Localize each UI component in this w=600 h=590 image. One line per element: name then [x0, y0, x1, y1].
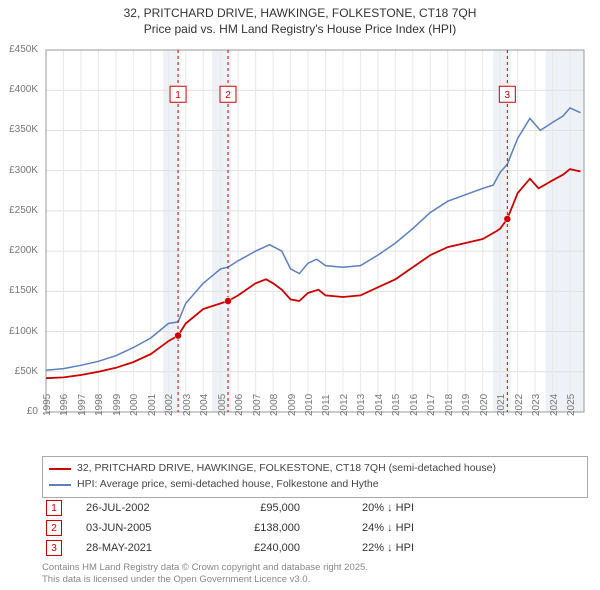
x-tick-label: 2001	[147, 394, 158, 416]
x-tick-label: 1996	[59, 394, 70, 416]
chart-svg: 1 2 3	[42, 46, 588, 446]
y-tick-label: £350K	[0, 124, 38, 135]
sales-row: 2 03-JUN-2005 £138,000 24% ↓ HPI	[42, 518, 588, 538]
x-tick-label: 2002	[164, 394, 175, 416]
attribution-line2: This data is licensed under the Open Gov…	[42, 574, 588, 586]
y-tick-label: £100K	[0, 326, 38, 337]
x-tick-label: 2020	[479, 394, 490, 416]
y-tick-label: £250K	[0, 205, 38, 216]
x-tick-label: 2005	[217, 394, 228, 416]
legend-label: 32, PRITCHARD DRIVE, HAWKINGE, FOLKESTON…	[77, 461, 496, 477]
y-tick-label: £200K	[0, 245, 38, 256]
sale-badge: 2	[46, 520, 62, 536]
sales-row: 1 26-JUL-2002 £95,000 20% ↓ HPI	[42, 498, 588, 518]
attribution-line1: Contains HM Land Registry data © Crown c…	[42, 562, 588, 574]
sale-price: £240,000	[210, 542, 300, 554]
sale-delta: 20% ↓ HPI	[324, 502, 414, 514]
sale-date: 28-MAY-2021	[86, 542, 186, 554]
sales-table: 1 26-JUL-2002 £95,000 20% ↓ HPI 2 03-JUN-2005…	[42, 498, 588, 558]
sale-date: 03-JUN-2005	[86, 522, 186, 534]
x-tick-label: 2025	[566, 394, 577, 416]
sale-price: £138,000	[210, 522, 300, 534]
svg-text:2: 2	[225, 90, 231, 101]
x-tick-label: 2004	[199, 394, 210, 416]
x-tick-label: 2011	[321, 394, 332, 416]
x-tick-label: 2003	[182, 394, 193, 416]
x-tick-label: 1997	[77, 394, 88, 416]
sale-price: £95,000	[210, 502, 300, 514]
legend-box: 32, PRITCHARD DRIVE, HAWKINGE, FOLKESTON…	[42, 456, 588, 498]
y-tick-label: £50K	[0, 366, 38, 377]
sale-badge: 1	[46, 500, 62, 516]
x-tick-label: 2022	[514, 394, 525, 416]
x-tick-label: 2012	[339, 394, 350, 416]
title-line2: Price paid vs. HM Land Registry's House …	[0, 22, 600, 38]
attribution: Contains HM Land Registry data © Crown c…	[42, 562, 588, 586]
sales-row: 3 28-MAY-2021 £240,000 22% ↓ HPI	[42, 538, 588, 558]
x-tick-label: 2021	[496, 394, 507, 416]
x-tick-label: 1999	[112, 394, 123, 416]
x-tick-label: 2015	[391, 394, 402, 416]
sale-date: 26-JUL-2002	[86, 502, 186, 514]
title-block: 32, PRITCHARD DRIVE, HAWKINGE, FOLKESTON…	[0, 0, 600, 37]
chart-container: 32, PRITCHARD DRIVE, HAWKINGE, FOLKESTON…	[0, 0, 600, 590]
x-tick-label: 2000	[129, 394, 140, 416]
y-tick-label: £300K	[0, 165, 38, 176]
x-tick-label: 2024	[549, 394, 560, 416]
legend-row: HPI: Average price, semi-detached house,…	[49, 477, 581, 493]
legend-row: 32, PRITCHARD DRIVE, HAWKINGE, FOLKESTON…	[49, 461, 581, 477]
sale-delta: 24% ↓ HPI	[324, 522, 414, 534]
x-tick-label: 2006	[234, 394, 245, 416]
y-tick-label: £0	[0, 406, 38, 417]
y-tick-label: £150K	[0, 285, 38, 296]
x-tick-label: 2018	[444, 394, 455, 416]
x-tick-label: 2017	[426, 394, 437, 416]
x-tick-label: 2009	[287, 394, 298, 416]
svg-text:1: 1	[175, 90, 181, 101]
x-tick-label: 2007	[252, 394, 263, 416]
x-tick-label: 2016	[409, 394, 420, 416]
x-tick-label: 1995	[42, 394, 53, 416]
sale-delta: 22% ↓ HPI	[324, 542, 414, 554]
y-tick-label: £450K	[0, 44, 38, 55]
title-line1: 32, PRITCHARD DRIVE, HAWKINGE, FOLKESTON…	[0, 6, 600, 22]
x-tick-label: 2013	[356, 394, 367, 416]
legend-swatch	[49, 484, 71, 486]
legend-swatch	[49, 468, 71, 470]
x-tick-label: 2023	[531, 394, 542, 416]
x-tick-label: 2010	[304, 394, 315, 416]
x-tick-label: 2019	[461, 394, 472, 416]
chart-area: 123 £0£50K£100K£150K£200K£250K£300K£350K…	[42, 46, 588, 446]
sale-badge: 3	[46, 540, 62, 556]
legend-label: HPI: Average price, semi-detached house,…	[77, 477, 379, 493]
y-tick-label: £400K	[0, 84, 38, 95]
x-tick-label: 2008	[269, 394, 280, 416]
svg-text:3: 3	[505, 90, 511, 101]
x-tick-label: 1998	[94, 394, 105, 416]
x-tick-label: 2014	[374, 394, 385, 416]
